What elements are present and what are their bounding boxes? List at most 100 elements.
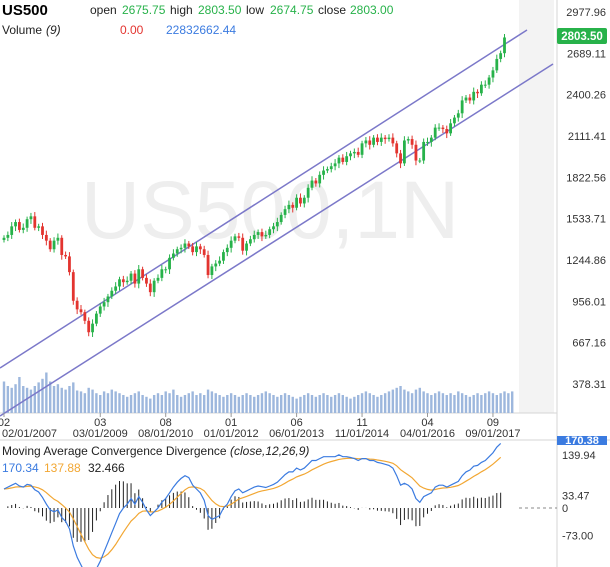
- volume-bar: [183, 395, 187, 413]
- volume-value-2: 22832662.44: [166, 23, 236, 37]
- macd-value-hist: 32.466: [88, 461, 125, 475]
- volume-bar: [145, 396, 148, 413]
- volume-bar: [52, 386, 56, 413]
- macd-value-signal: 137.88: [44, 461, 81, 475]
- volume-bar: [291, 396, 294, 413]
- volume-bar: [164, 391, 167, 413]
- volume-value-1: 0.00: [120, 23, 144, 37]
- candle-body: [137, 269, 141, 284]
- volume-bar: [414, 389, 418, 413]
- volume-bar: [364, 391, 368, 413]
- volume-bar: [499, 393, 502, 413]
- candle-body: [433, 127, 437, 138]
- candle-body: [279, 214, 283, 223]
- candle-body: [422, 141, 426, 161]
- macd-tick-label: 139.94: [562, 450, 596, 462]
- volume-bar: [68, 386, 71, 413]
- candle-body: [214, 263, 218, 267]
- candle-body: [68, 256, 71, 273]
- candle-body: [306, 187, 310, 198]
- high-value: 2803.50: [198, 3, 242, 17]
- channel-upper-line: [0, 29, 528, 369]
- macd-params: (close,12,26,9): [230, 444, 309, 458]
- volume-bar: [403, 389, 406, 413]
- candle-body: [2, 237, 6, 240]
- volume-bar: [330, 396, 333, 413]
- candle-body: [337, 157, 341, 164]
- price-axis-ticks: 2977.96 2689.11 2400.26 2111.41 1822.56 1533.…: [566, 7, 606, 391]
- volume-bar: [472, 395, 475, 413]
- candle-body: [310, 180, 314, 188]
- time-tick-label-top: 06: [290, 417, 302, 429]
- volume-bar: [314, 396, 318, 413]
- volume-bar: [453, 395, 456, 413]
- candle-body: [156, 277, 160, 281]
- candle-body: [14, 222, 17, 227]
- volume-bar: [179, 396, 183, 413]
- time-tick-label-bottom: 09/01/2017: [465, 428, 520, 440]
- candle-body: [195, 246, 198, 253]
- candle-body: [79, 309, 83, 313]
- candle-body: [283, 209, 287, 215]
- candle-body: [29, 216, 33, 220]
- volume-bar: [264, 391, 267, 413]
- volume-bar: [341, 395, 344, 413]
- volume-bar: [152, 395, 156, 413]
- volume-bar: [168, 393, 171, 413]
- volume-bar: [37, 382, 40, 413]
- price-tick-label: 378.31: [572, 379, 606, 391]
- candle-body: [495, 58, 499, 71]
- candle-body: [71, 272, 75, 301]
- volume-bar: [195, 395, 198, 413]
- volume-bar: [110, 389, 113, 413]
- candle-body: [44, 234, 48, 241]
- low-value: 2674.75: [270, 3, 314, 17]
- candle-body: [445, 129, 449, 134]
- candlestick-series: [2, 34, 506, 337]
- candle-body: [464, 97, 468, 101]
- candle-body: [245, 243, 248, 251]
- candle-body: [121, 279, 125, 283]
- candle-body: [499, 53, 503, 59]
- volume-bar: [272, 395, 275, 413]
- volume-bar: [360, 393, 364, 413]
- candle-body: [237, 236, 241, 238]
- candle-body: [426, 141, 429, 143]
- volume-bar: [106, 393, 110, 413]
- volume-bar: [437, 391, 441, 413]
- volume-bar: [399, 386, 402, 413]
- volume-bar: [468, 396, 472, 413]
- volume-bar: [91, 389, 94, 413]
- volume-bar: [133, 393, 137, 413]
- volume-bar: [484, 393, 487, 413]
- candle-body: [233, 236, 237, 241]
- candle-body: [383, 137, 387, 140]
- volume-bar: [187, 393, 190, 413]
- candle-body: [395, 143, 399, 154]
- volume-bar: [229, 393, 233, 413]
- macd-value-macd: 170.34: [2, 461, 39, 475]
- macd-tick-label: 0: [562, 503, 568, 515]
- candle-body: [118, 279, 121, 287]
- close-value: 2803.00: [350, 3, 394, 17]
- candle-body: [114, 286, 118, 291]
- volume-bar: [156, 393, 160, 413]
- volume-bar: [507, 393, 510, 413]
- volume-bar: [141, 395, 144, 413]
- price-tick-label: 667.16: [572, 338, 606, 350]
- candle-body: [352, 151, 356, 154]
- volume-bar: [487, 391, 491, 413]
- macd-tick-label: 33.47: [562, 490, 590, 502]
- volume-bar: [395, 387, 398, 413]
- candle-body: [356, 151, 360, 155]
- candle-body: [91, 323, 94, 333]
- candle-body: [483, 84, 487, 86]
- volume-bar: [372, 395, 375, 413]
- volume-bar: [303, 395, 306, 413]
- candle-body: [145, 277, 148, 284]
- candle-body: [60, 237, 64, 255]
- volume-bars: [2, 372, 514, 413]
- candle-body: [326, 169, 329, 171]
- volume-bar: [114, 391, 117, 413]
